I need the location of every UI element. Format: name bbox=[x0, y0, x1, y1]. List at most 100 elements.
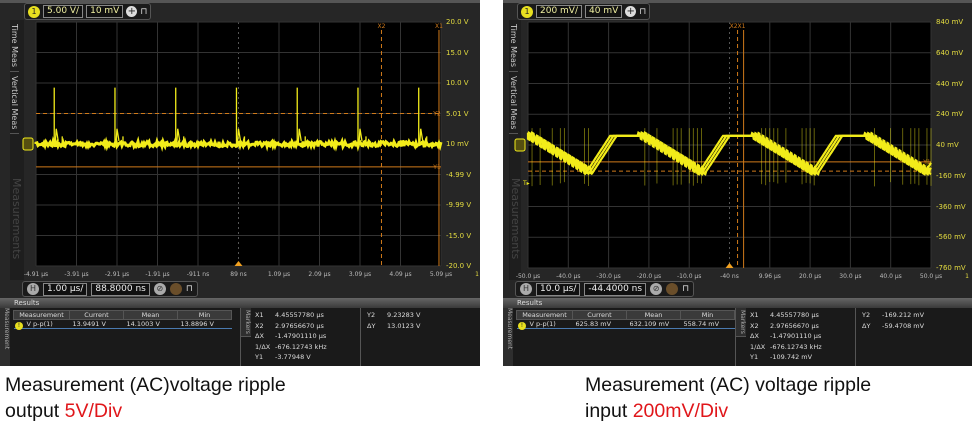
marker-key: Y2 bbox=[862, 311, 882, 319]
markers-panel-2: Y2 -169.212 mV ΔY -59.4708 mV bbox=[855, 308, 955, 366]
column-header[interactable]: Measurement bbox=[14, 311, 70, 320]
navigate-icon[interactable] bbox=[666, 283, 678, 295]
cursor-y2-label: Y2 bbox=[432, 111, 441, 118]
marker-key: Y2 bbox=[367, 311, 387, 319]
marker-value: 9.23283 V bbox=[387, 311, 420, 319]
y-axis-label: 5.01 V bbox=[446, 110, 469, 118]
x-axis-label: 50.0 µs bbox=[920, 273, 942, 280]
scope-screen-output: 1 5.00 V/10 mV + ⊓ Time Meas Vertical Meas Mea… bbox=[0, 0, 480, 366]
column-header[interactable]: Current bbox=[70, 311, 124, 320]
marker-value: -3.77948 V bbox=[275, 353, 311, 361]
x-axis-label: 1.09 µs bbox=[268, 271, 290, 278]
results-header: Results bbox=[503, 298, 972, 308]
marker-value: -676.12743 kHz bbox=[275, 343, 327, 351]
table-row[interactable]: V p-p(1) 625.83 mV 632.109 mV 558.74 mV bbox=[517, 320, 735, 329]
time-per-div-field[interactable]: 1.00 µs/ bbox=[43, 283, 87, 296]
marker-key: ΔY bbox=[367, 322, 387, 330]
column-header[interactable]: Min bbox=[178, 311, 232, 320]
zoom-icon[interactable]: ⊘ bbox=[154, 283, 166, 295]
horizontal-control-bar: H 1.00 µs/88.8000 ns ⊘ ⊓ bbox=[22, 281, 198, 297]
x-axis-label: -50.0 µs bbox=[516, 273, 540, 280]
x-axis-label: 3.09 µs bbox=[349, 271, 371, 278]
marker-key: X1 bbox=[255, 311, 275, 319]
y-axis-label: -160 mV bbox=[936, 172, 966, 180]
y-axis-label: 640 mV bbox=[936, 49, 963, 57]
y-axis-label: 40 mV bbox=[936, 141, 959, 149]
x-axis-label: -911 ns bbox=[187, 271, 209, 278]
caption-prefix: input bbox=[585, 400, 633, 422]
marker-row: Y2 9.23283 V bbox=[367, 310, 460, 321]
waveform-display: X2 X1Y2Y1 bbox=[0, 0, 480, 300]
cursor-y1-label: Y1 bbox=[432, 164, 441, 171]
scope-screen-input: 1 200 mV/40 mV + ⊓ Time Meas Vertical Meas Mea… bbox=[503, 0, 972, 366]
zoom-icon[interactable]: ⊘ bbox=[650, 283, 662, 295]
waveform-display: X2X1Y2Y1T▸ bbox=[503, 0, 972, 300]
caption-prefix: output bbox=[5, 400, 65, 422]
channel-1-ground-marker bbox=[23, 138, 33, 150]
caption-input: Measurement (AC) voltage ripple input 20… bbox=[585, 372, 871, 424]
marker-value: -1.47901110 µs bbox=[770, 332, 821, 340]
marker-key: X1 bbox=[750, 311, 770, 319]
y-axis-label: -9.99 V bbox=[446, 201, 471, 209]
tab-measurement[interactable]: Measurement bbox=[503, 308, 513, 366]
tab-markers[interactable]: Markers bbox=[736, 308, 746, 337]
marker-value: 13.0123 V bbox=[387, 322, 420, 330]
trigger-level-marker: T▸ bbox=[522, 180, 530, 187]
marker-value: -59.4708 mV bbox=[882, 322, 924, 330]
column-header[interactable]: Min bbox=[681, 311, 735, 320]
marker-row: Y2 -169.212 mV bbox=[862, 310, 955, 321]
y-axis-label: -15.0 V bbox=[446, 232, 471, 240]
y-axis-label: 440 mV bbox=[936, 80, 963, 88]
time-offset-field[interactable]: -44.4000 ns bbox=[584, 283, 646, 296]
x-axis-label: 9.96 µs bbox=[759, 273, 781, 280]
navigate-icon[interactable] bbox=[170, 283, 182, 295]
x-axis-label: -40.0 µs bbox=[556, 273, 580, 280]
table-cell: 625.83 mV bbox=[573, 320, 627, 329]
marker-value: -676.12743 kHz bbox=[770, 343, 822, 351]
marker-value: 4.45557780 µs bbox=[770, 311, 819, 319]
x-axis-label: -20.0 µs bbox=[637, 273, 661, 280]
cursor-x2-label: X2 bbox=[377, 23, 385, 30]
tab-markers[interactable]: Markers bbox=[241, 308, 251, 337]
marker-row: ΔY 13.0123 V bbox=[367, 321, 460, 332]
column-header[interactable]: Mean bbox=[627, 311, 681, 320]
time-per-div-field[interactable]: 10.0 µs/ bbox=[536, 283, 580, 296]
y-axis-label: 840 mV bbox=[936, 18, 963, 26]
caption-output: Measurement (AC)voltage ripple output 5V… bbox=[5, 372, 286, 424]
marker-key: ΔX bbox=[255, 332, 275, 340]
cursor-x2-label: X2X1 bbox=[730, 23, 746, 30]
marker-key: ΔX bbox=[750, 332, 770, 340]
marker-key: ΔY bbox=[862, 322, 882, 330]
warning-icon: ! bbox=[15, 322, 23, 330]
tab-measurement[interactable]: Measurement bbox=[0, 308, 10, 366]
table-cell: 14.1003 V bbox=[124, 320, 178, 329]
column-header[interactable]: Current bbox=[573, 311, 627, 320]
y-axis-label: -560 mV bbox=[936, 233, 966, 241]
table-cell: 13.8896 V bbox=[178, 320, 232, 329]
column-header[interactable]: Mean bbox=[124, 311, 178, 320]
x-axis-label: -2.91 µs bbox=[105, 271, 129, 278]
horizontal-icon[interactable]: H bbox=[27, 283, 39, 295]
table-row[interactable]: V p-p(1) 13.9491 V 14.1003 V 13.8896 V bbox=[14, 320, 232, 329]
x-axis-label: -3.91 µs bbox=[64, 271, 88, 278]
horizontal-control-bar: H 10.0 µs/ -44.4000 ns ⊘ ⊓ bbox=[515, 281, 694, 297]
marker-key: Y1 bbox=[750, 353, 770, 361]
marker-value: -1.47901110 µs bbox=[275, 332, 326, 340]
y-axis-label: -760 mV bbox=[936, 264, 966, 272]
horizontal-icon[interactable]: H bbox=[520, 283, 532, 295]
y-axis-label: 10 mV bbox=[446, 140, 469, 148]
marker-value: -169.212 mV bbox=[882, 311, 924, 319]
table-cell: 632.109 mV bbox=[627, 320, 681, 329]
time-offset-field[interactable]: 88.8000 ns bbox=[91, 283, 149, 296]
markers-panel-2: Y2 9.23283 V ΔY 13.0123 V bbox=[360, 308, 460, 366]
results-panel: Measurement Current Mean Min V p-p(1) 13.9491… bbox=[10, 308, 480, 366]
y-axis-label: -20.0 V bbox=[446, 262, 471, 270]
pin-icon[interactable]: ⊓ bbox=[682, 284, 689, 294]
pin-icon[interactable]: ⊓ bbox=[186, 284, 193, 294]
caption-scale: 5V/Div bbox=[65, 400, 122, 422]
x-axis-label: 40.0 µs bbox=[880, 273, 902, 280]
column-header[interactable]: Measurement bbox=[517, 311, 573, 320]
x-axis-label: 30.0 µs bbox=[839, 273, 861, 280]
measurement-table: Measurement Current Mean Min V p-p(1) 13.9491… bbox=[13, 310, 232, 329]
marker-value: 4.45557780 µs bbox=[275, 311, 324, 319]
